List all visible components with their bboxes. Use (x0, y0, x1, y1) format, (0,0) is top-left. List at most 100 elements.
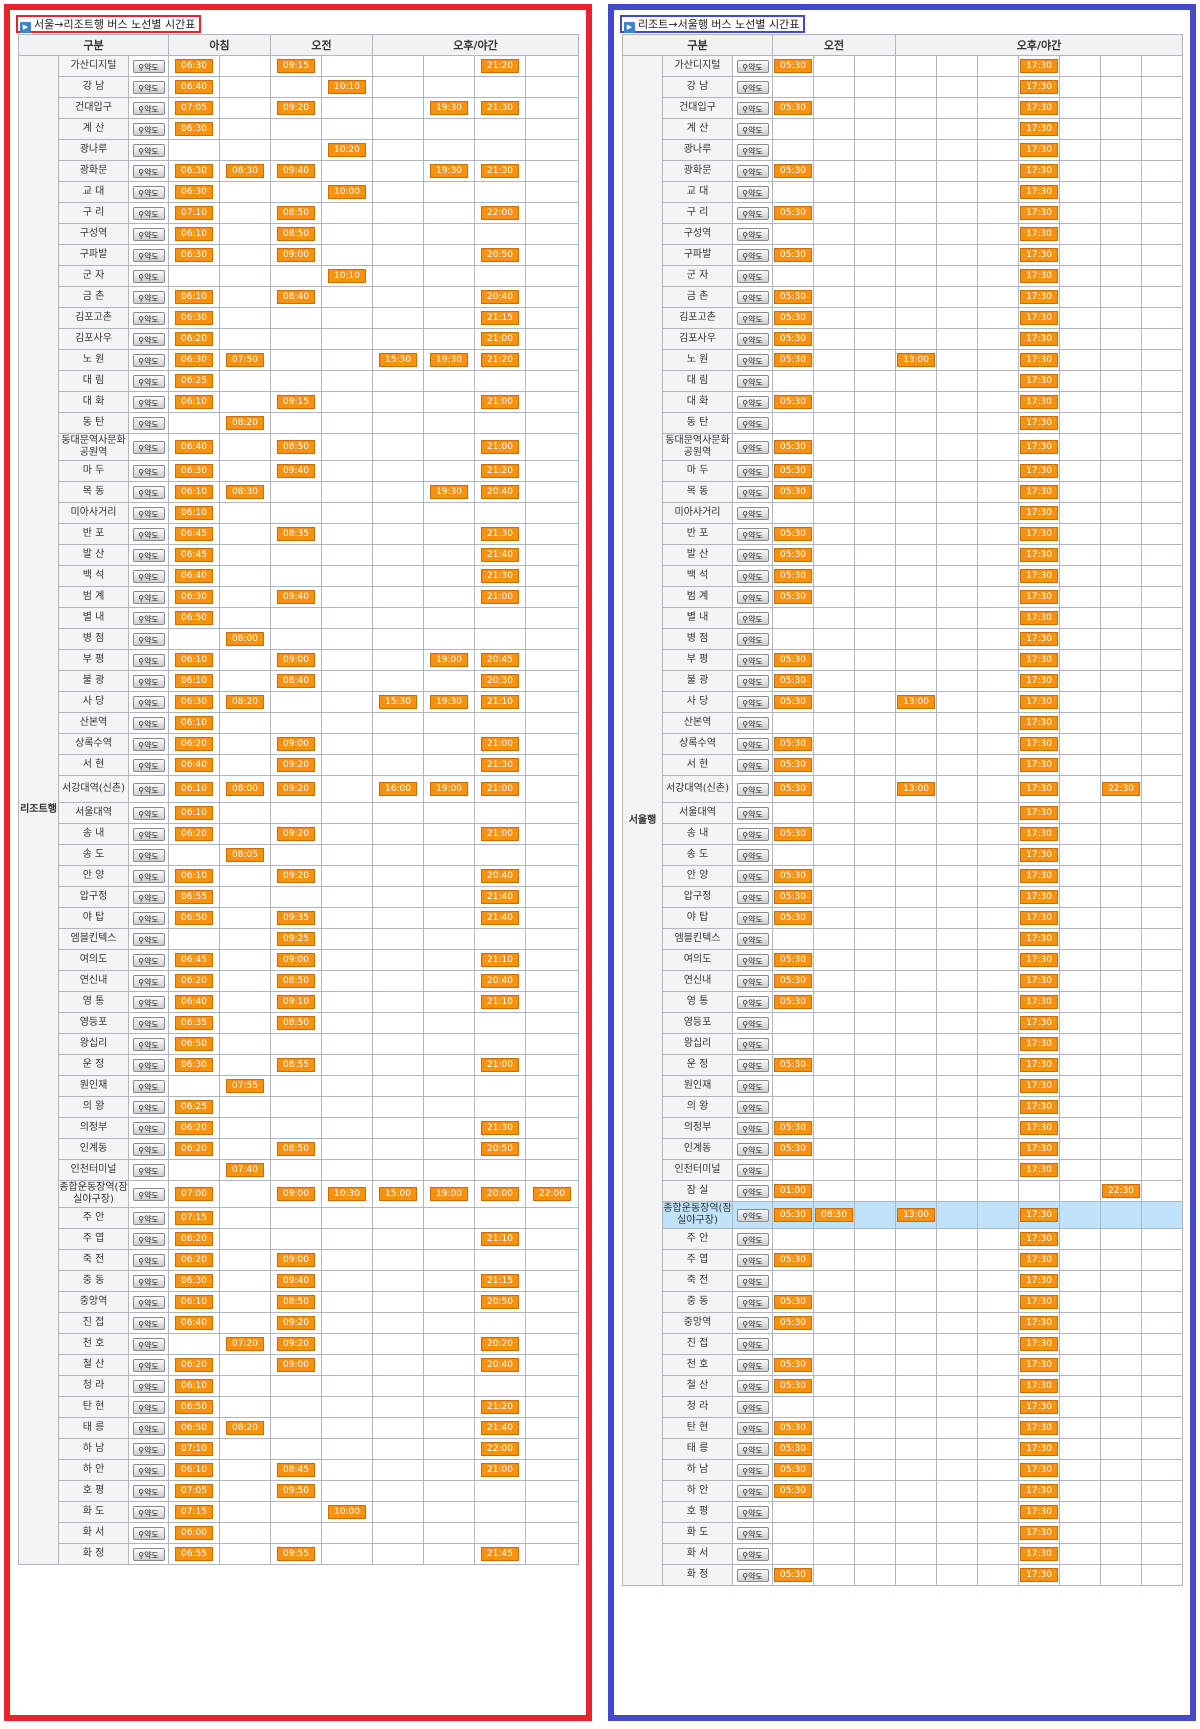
map-button[interactable]: ⚲약도 (736, 1253, 769, 1267)
map-button[interactable]: ⚲약도 (736, 1337, 769, 1351)
map-button[interactable]: ⚲약도 (132, 1211, 165, 1225)
map-button[interactable]: ⚲약도 (736, 311, 769, 325)
map-button[interactable]: ⚲약도 (736, 143, 769, 157)
map-button[interactable]: ⚲약도 (132, 122, 165, 136)
map-button[interactable]: ⚲약도 (736, 269, 769, 283)
map-button[interactable]: ⚲약도 (132, 716, 165, 730)
map-button[interactable]: ⚲약도 (132, 1295, 165, 1309)
map-button[interactable]: ⚲약도 (736, 1142, 769, 1156)
map-button[interactable]: ⚲약도 (736, 1037, 769, 1051)
map-button[interactable]: ⚲약도 (132, 1484, 165, 1498)
map-button[interactable]: ⚲약도 (132, 1274, 165, 1288)
map-button[interactable]: ⚲약도 (736, 611, 769, 625)
map-button[interactable]: ⚲약도 (132, 332, 165, 346)
map-button[interactable]: ⚲약도 (132, 1253, 165, 1267)
map-button[interactable]: ⚲약도 (132, 311, 165, 325)
map-button[interactable]: ⚲약도 (736, 80, 769, 94)
map-button[interactable]: ⚲약도 (736, 548, 769, 562)
map-button[interactable]: ⚲약도 (132, 995, 165, 1009)
map-button[interactable]: ⚲약도 (132, 806, 165, 820)
map-button[interactable]: ⚲약도 (132, 890, 165, 904)
map-button[interactable]: ⚲약도 (736, 869, 769, 883)
map-button[interactable]: ⚲약도 (132, 1187, 165, 1201)
map-button[interactable]: ⚲약도 (736, 374, 769, 388)
map-button[interactable]: ⚲약도 (132, 848, 165, 862)
map-button[interactable]: ⚲약도 (736, 911, 769, 925)
map-button[interactable]: ⚲약도 (132, 374, 165, 388)
map-button[interactable]: ⚲약도 (132, 1421, 165, 1435)
map-button[interactable]: ⚲약도 (132, 59, 165, 73)
map-button[interactable]: ⚲약도 (132, 590, 165, 604)
map-button[interactable]: ⚲약도 (736, 758, 769, 772)
map-button[interactable]: ⚲약도 (132, 1463, 165, 1477)
map-button[interactable]: ⚲약도 (132, 674, 165, 688)
map-button[interactable]: ⚲약도 (132, 1142, 165, 1156)
map-button[interactable]: ⚲약도 (736, 1208, 769, 1222)
map-button[interactable]: ⚲약도 (736, 737, 769, 751)
map-button[interactable]: ⚲약도 (736, 806, 769, 820)
map-button[interactable]: ⚲약도 (736, 1016, 769, 1030)
map-button[interactable]: ⚲약도 (132, 1442, 165, 1456)
map-button[interactable]: ⚲약도 (736, 122, 769, 136)
map-button[interactable]: ⚲약도 (132, 440, 165, 454)
map-button[interactable]: ⚲약도 (132, 569, 165, 583)
map-button[interactable]: ⚲약도 (736, 290, 769, 304)
map-button[interactable]: ⚲약도 (736, 59, 769, 73)
map-button[interactable]: ⚲약도 (736, 1484, 769, 1498)
map-button[interactable]: ⚲약도 (132, 827, 165, 841)
map-button[interactable]: ⚲약도 (736, 848, 769, 862)
map-button[interactable]: ⚲약도 (132, 164, 165, 178)
map-button[interactable]: ⚲약도 (736, 227, 769, 241)
map-button[interactable]: ⚲약도 (132, 248, 165, 262)
map-button[interactable]: ⚲약도 (132, 911, 165, 925)
map-button[interactable]: ⚲약도 (132, 485, 165, 499)
map-button[interactable]: ⚲약도 (736, 185, 769, 199)
map-button[interactable]: ⚲약도 (132, 185, 165, 199)
map-button[interactable]: ⚲약도 (736, 995, 769, 1009)
map-button[interactable]: ⚲약도 (132, 506, 165, 520)
map-button[interactable]: ⚲약도 (736, 974, 769, 988)
map-button[interactable]: ⚲약도 (132, 869, 165, 883)
map-button[interactable]: ⚲약도 (132, 548, 165, 562)
map-button[interactable]: ⚲약도 (132, 395, 165, 409)
map-button[interactable]: ⚲약도 (132, 632, 165, 646)
map-button[interactable]: ⚲약도 (736, 932, 769, 946)
map-button[interactable]: ⚲약도 (736, 1442, 769, 1456)
map-button[interactable]: ⚲약도 (736, 164, 769, 178)
map-button[interactable]: ⚲약도 (132, 1232, 165, 1246)
map-button[interactable]: ⚲약도 (132, 416, 165, 430)
map-button[interactable]: ⚲약도 (132, 1163, 165, 1177)
map-button[interactable]: ⚲약도 (736, 440, 769, 454)
map-button[interactable]: ⚲약도 (736, 653, 769, 667)
map-button[interactable]: ⚲약도 (132, 269, 165, 283)
map-button[interactable]: ⚲약도 (132, 1358, 165, 1372)
map-button[interactable]: ⚲약도 (132, 1526, 165, 1540)
map-button[interactable]: ⚲약도 (132, 290, 165, 304)
map-button[interactable]: ⚲약도 (132, 527, 165, 541)
map-button[interactable]: ⚲약도 (736, 1379, 769, 1393)
map-button[interactable]: ⚲약도 (132, 1100, 165, 1114)
map-button[interactable]: ⚲약도 (132, 1547, 165, 1561)
map-button[interactable]: ⚲약도 (736, 527, 769, 541)
map-button[interactable]: ⚲약도 (132, 353, 165, 367)
map-button[interactable]: ⚲약도 (736, 1463, 769, 1477)
map-button[interactable]: ⚲약도 (132, 1121, 165, 1135)
map-button[interactable]: ⚲약도 (736, 674, 769, 688)
map-button[interactable]: ⚲약도 (132, 101, 165, 115)
map-button[interactable]: ⚲약도 (736, 332, 769, 346)
map-button[interactable]: ⚲약도 (132, 1400, 165, 1414)
map-button[interactable]: ⚲약도 (132, 932, 165, 946)
map-button[interactable]: ⚲약도 (132, 695, 165, 709)
map-button[interactable]: ⚲약도 (132, 953, 165, 967)
map-button[interactable]: ⚲약도 (736, 716, 769, 730)
map-button[interactable]: ⚲약도 (132, 1079, 165, 1093)
map-button[interactable]: ⚲약도 (736, 1121, 769, 1135)
map-button[interactable]: ⚲약도 (132, 1316, 165, 1330)
map-button[interactable]: ⚲약도 (736, 1079, 769, 1093)
map-button[interactable]: ⚲약도 (736, 1505, 769, 1519)
map-button[interactable]: ⚲약도 (736, 101, 769, 115)
map-button[interactable]: ⚲약도 (132, 611, 165, 625)
map-button[interactable]: ⚲약도 (132, 782, 165, 796)
map-button[interactable]: ⚲약도 (132, 1058, 165, 1072)
map-button[interactable]: ⚲약도 (132, 758, 165, 772)
